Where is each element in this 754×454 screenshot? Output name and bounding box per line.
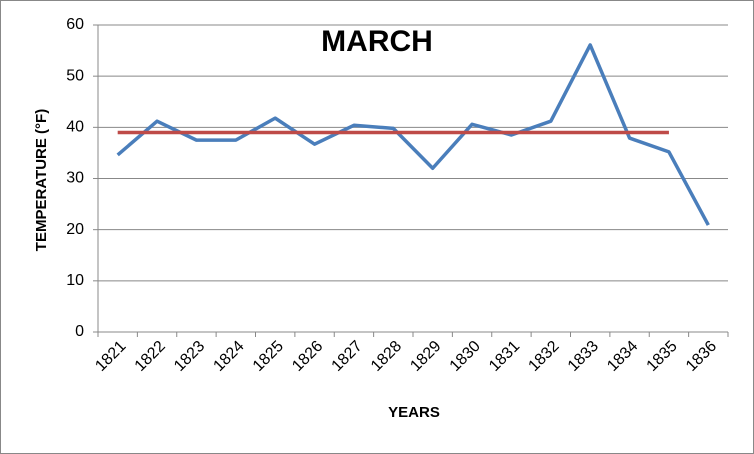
y-axis-label: TEMPERATURE (°F) [33,109,50,251]
y-tick-label: 50 [66,67,84,84]
y-tick-label: 30 [66,170,84,187]
y-tick-label: 0 [75,323,84,340]
chart-title: MARCH [321,25,433,58]
y-tick-label: 10 [66,272,84,289]
y-tick-label: 60 [66,16,84,33]
y-tick-label: 20 [66,221,84,238]
y-tick-label: 40 [66,119,84,136]
x-axis-label: YEARS [388,404,440,421]
series-line [116,43,710,226]
